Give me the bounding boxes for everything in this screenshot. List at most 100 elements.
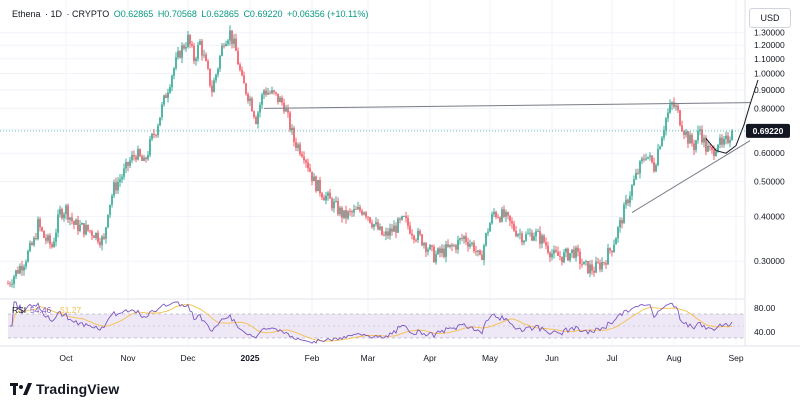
candle-body [495, 211, 497, 218]
candle-body [381, 226, 383, 235]
candle-up [55, 228, 57, 247]
currency-unit-button[interactable]: USD [749, 8, 791, 28]
candle-body [527, 233, 529, 235]
candle-down [479, 249, 481, 256]
candle-body [725, 135, 727, 139]
candle-down [473, 240, 475, 254]
candle-down [273, 89, 275, 95]
candle-body [263, 90, 265, 95]
candle-up [57, 209, 59, 238]
candle-body [329, 192, 331, 199]
candle-down [573, 245, 575, 259]
candle-body [343, 210, 345, 218]
trendline [631, 140, 751, 213]
candle-up [185, 41, 187, 52]
candle-body [421, 234, 423, 246]
candle-body [67, 205, 69, 220]
candle-body [397, 218, 399, 233]
candle-body [587, 261, 589, 274]
candle-body [7, 283, 9, 285]
candle-down [77, 215, 79, 235]
price-axis-tick-label: 1.00000 [754, 69, 785, 79]
candle-body [117, 181, 119, 191]
candle-down [205, 52, 207, 62]
candle-body [173, 68, 175, 76]
candle-down [411, 229, 413, 240]
candle-body [259, 104, 261, 113]
candle-body [609, 248, 611, 251]
candle-body [543, 235, 545, 243]
candle-body [561, 256, 563, 263]
candle-up [353, 204, 355, 217]
candle-up [397, 217, 399, 233]
candle-body [101, 236, 103, 246]
candle-up [271, 86, 273, 95]
candle-up [699, 125, 701, 136]
candle-body [465, 236, 467, 242]
candle-body [347, 211, 349, 219]
candle-body [105, 227, 107, 239]
candle-body [447, 244, 449, 247]
candle-body [15, 270, 17, 277]
candle-up [501, 206, 503, 223]
candle-up [81, 222, 83, 225]
candle-body [405, 216, 407, 219]
candle-body [541, 235, 543, 244]
candle-up [459, 237, 461, 245]
candle-down [475, 245, 477, 256]
candle-body [37, 219, 39, 240]
candle-body [715, 151, 717, 156]
candle-down [303, 151, 305, 164]
candle-down [587, 260, 589, 275]
candle-body [693, 143, 695, 150]
candle-up [175, 52, 177, 71]
candle-body [91, 231, 93, 236]
candle-up [429, 244, 431, 251]
candle-down [305, 159, 307, 168]
candle-down [243, 71, 245, 84]
candle-body [657, 149, 659, 165]
candle-up [529, 228, 531, 237]
candle-body [297, 144, 299, 148]
candle-body [113, 182, 115, 196]
time-axis-tick-label: Sep [728, 353, 743, 363]
candle-down [433, 244, 435, 263]
candle-up [601, 257, 603, 273]
candle-body [641, 158, 643, 162]
candle-down [41, 226, 43, 233]
candle-body [555, 250, 557, 252]
candle-body [513, 223, 515, 231]
candle-up [257, 110, 259, 129]
candle-down [223, 43, 225, 49]
candles-layer [7, 25, 733, 289]
candle-down [283, 98, 285, 114]
candle-body [727, 135, 729, 143]
candle-down [383, 231, 385, 237]
candle-body [119, 179, 121, 182]
candle-down [409, 221, 411, 235]
candle-down [289, 110, 291, 133]
candle-body [185, 46, 187, 49]
candle-body [205, 54, 207, 61]
candle-body [487, 231, 489, 234]
candle-up [649, 152, 651, 161]
candle-up [325, 192, 327, 205]
symbol-header: Ethena · 1D · CRYPTO O0.62865 H0.70568 L… [12, 9, 369, 19]
candle-down [603, 261, 605, 266]
candle-body [43, 230, 45, 238]
candle-body [213, 80, 215, 93]
candle-down [531, 229, 533, 242]
candle-body [143, 157, 145, 161]
candle-body [717, 144, 719, 152]
candle-body [223, 45, 225, 47]
candle-body [499, 217, 501, 222]
candle-up [75, 218, 77, 225]
candle-body [575, 247, 577, 258]
candle-down [609, 247, 611, 254]
candle-down [507, 211, 509, 220]
candle-up [167, 88, 169, 103]
candle-body [471, 242, 473, 245]
candle-body [723, 138, 725, 145]
candle-body [665, 118, 667, 131]
